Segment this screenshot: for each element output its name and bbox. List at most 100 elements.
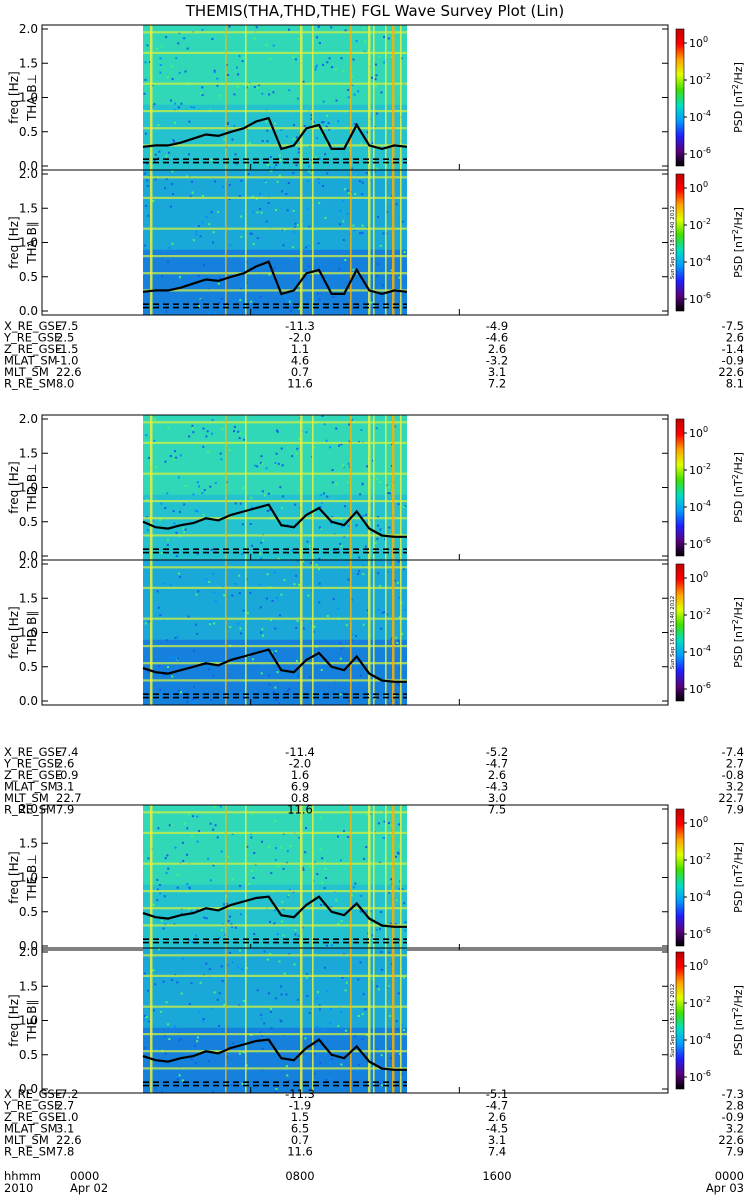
spectrogram-speckle	[276, 180, 279, 183]
spectrogram-speckle	[147, 670, 150, 673]
spectrogram-speckle	[308, 676, 311, 678]
spectrogram-speckle	[191, 702, 194, 705]
spectrogram-speckle	[205, 917, 208, 920]
spectrogram-speckle	[365, 813, 368, 816]
spectrogram-streak	[392, 25, 395, 170]
ephemeris-value: 11.6	[287, 803, 313, 817]
spectrogram-speckle	[285, 135, 288, 138]
spectrogram-speckle	[347, 525, 350, 527]
spectrogram-speckle	[209, 485, 212, 488]
spectrogram-speckle	[268, 920, 271, 923]
spectrogram-speckle	[339, 693, 342, 696]
spectrogram-speckle	[329, 446, 332, 449]
spectrogram-speckle	[144, 61, 147, 64]
ephemeris-label: R_RE_SM	[4, 1145, 56, 1159]
spectrogram-speckle	[207, 288, 210, 291]
y-tick-label: 2.0	[19, 412, 38, 426]
spectrogram-speckle	[387, 492, 390, 495]
spectrogram-speckle	[381, 1084, 384, 1087]
spectrogram-speckle	[238, 195, 241, 197]
spectrogram-speckle	[181, 841, 184, 844]
spectrogram-speckle	[331, 944, 334, 947]
spectrogram-band	[143, 51, 407, 54]
spectrogram-speckle	[303, 125, 306, 127]
spectrogram-band	[143, 617, 407, 620]
spectrogram-speckle	[363, 27, 366, 30]
spectrogram-streak	[400, 805, 402, 950]
colorbar-tick-exp: 0	[703, 570, 708, 579]
spectrogram-speckle	[296, 224, 299, 227]
spectrogram-speckle	[347, 462, 350, 465]
spectrogram-speckle	[201, 492, 204, 495]
spectrogram-speckle	[310, 561, 312, 564]
spectrogram-speckle	[250, 496, 253, 499]
spectrogram-speckle	[394, 425, 397, 428]
spectrogram-speckle	[378, 1082, 381, 1085]
spectrogram-speckle	[176, 981, 179, 984]
spectrogram-speckle	[339, 642, 342, 645]
spectrogram-streak	[350, 25, 352, 170]
spectrogram-speckle	[153, 439, 156, 442]
spectrogram-speckle	[336, 607, 339, 610]
spectrogram-speckle	[288, 300, 291, 303]
colorbar-tick-label: 10-6	[689, 1069, 711, 1084]
spectrogram-speckle	[154, 153, 157, 156]
spectrogram-speckle	[323, 423, 326, 426]
spectrogram-speckle	[250, 300, 253, 303]
spectrogram-speckle	[210, 211, 213, 214]
spectrogram-speckle	[214, 482, 217, 484]
spectrogram-speckle	[308, 1084, 311, 1087]
spectrogram-speckle	[241, 60, 244, 63]
spectrogram-speckle	[387, 486, 390, 489]
colorbar-tick-base: 10	[689, 1071, 703, 1084]
spectrogram-speckle	[381, 611, 384, 614]
spectrogram-speckle	[340, 1010, 343, 1013]
spectrogram-speckle	[174, 636, 177, 639]
ephemeris-label: X_RE_GSE	[4, 1087, 62, 1101]
spectrogram-speckle	[376, 1048, 379, 1051]
spectrogram-speckle	[145, 1016, 148, 1018]
spectrogram-speckle	[362, 515, 365, 518]
spectrogram-speckle	[290, 309, 292, 312]
spectrogram-speckle	[168, 824, 171, 827]
spectrogram-streak	[368, 560, 371, 705]
ephemeris-label: Y_RE_GSE	[3, 331, 61, 345]
spectrogram-speckle	[231, 594, 234, 597]
spectrogram-speckle	[371, 419, 374, 422]
spectrogram-speckle	[401, 632, 403, 635]
spectrogram-streak	[300, 805, 303, 950]
spectrogram-speckle	[167, 1023, 170, 1026]
spectrogram-speckle	[196, 1036, 199, 1039]
spectrogram-speckle	[250, 869, 253, 872]
spectrogram-speckle	[283, 972, 286, 975]
spectrogram-speckle	[320, 692, 323, 695]
spectrogram-speckle	[348, 192, 350, 195]
spectrogram-speckle	[345, 981, 348, 984]
panel-name-label: THA B⊥	[25, 74, 39, 122]
spectrogram-speckle	[205, 215, 208, 218]
spectrogram-speckle	[282, 244, 285, 247]
spectrogram-speckle	[290, 306, 293, 309]
spectrogram-speckle	[146, 179, 149, 182]
ephemeris-value: -0.9	[722, 354, 744, 368]
spectrogram-speckle	[370, 301, 373, 304]
spectrogram-speckle	[292, 210, 295, 212]
spectrogram-speckle	[284, 295, 286, 298]
spectrogram-speckle	[243, 438, 246, 441]
spectrogram-speckle	[213, 591, 216, 594]
ephemeris-value: 1.6	[291, 768, 309, 782]
ephemeris-value: 3.2	[726, 780, 744, 794]
spectrogram-speckle	[172, 510, 175, 513]
spectrogram-speckle	[377, 822, 380, 825]
spectrogram-speckle	[273, 820, 276, 823]
spectrogram-speckle	[383, 36, 386, 38]
spectrogram-band	[143, 1067, 407, 1070]
spectrogram-speckle	[317, 177, 320, 180]
spectrogram-speckle	[144, 132, 147, 135]
spectrogram-speckle	[388, 526, 391, 529]
colorbar-tick-label: 10-4	[689, 109, 711, 124]
spectrogram-speckle	[239, 299, 242, 302]
spectrogram-speckle	[226, 1063, 229, 1066]
spectrogram-speckle	[402, 505, 405, 508]
